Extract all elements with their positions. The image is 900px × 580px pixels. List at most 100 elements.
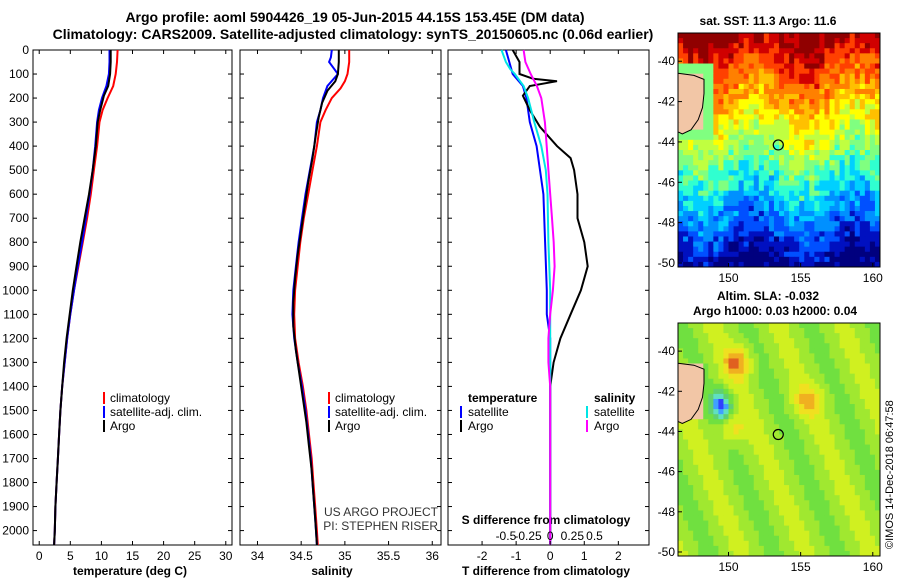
map-cell	[693, 343, 699, 349]
map-cell	[708, 469, 714, 476]
map-cell	[743, 241, 750, 248]
map-cell	[773, 33, 780, 39]
map-cell	[743, 480, 750, 486]
map-cell	[763, 119, 770, 125]
map-cell	[789, 449, 795, 456]
map-cell	[839, 211, 846, 217]
map-cell	[804, 256, 810, 263]
map-cell	[864, 439, 871, 445]
map-cell	[864, 388, 871, 395]
map-cell	[814, 434, 820, 440]
map-cell	[718, 550, 724, 557]
map-cell	[829, 419, 835, 425]
map-cell	[683, 211, 689, 217]
map-cell	[693, 216, 699, 222]
map-cell	[794, 38, 800, 44]
map-cell	[779, 495, 785, 501]
map-cell	[844, 226, 851, 232]
map-cell	[738, 409, 745, 415]
map-cell	[794, 525, 800, 532]
map-cell	[733, 88, 739, 95]
map-cell	[738, 454, 745, 461]
map-cell	[789, 88, 795, 95]
map-cell	[688, 348, 694, 354]
map-cell	[804, 160, 810, 166]
map-cell	[713, 63, 719, 70]
map-cell	[869, 535, 876, 542]
map-cell	[718, 454, 724, 461]
map-cell	[703, 124, 709, 131]
map-cell	[753, 550, 760, 557]
map-cell	[743, 134, 750, 141]
map-cell	[758, 474, 765, 481]
map-cell	[844, 43, 851, 49]
map-cell	[728, 256, 734, 263]
map-cell	[693, 38, 699, 44]
map-cell	[839, 333, 846, 339]
map-cell	[753, 500, 760, 506]
map-cell	[809, 73, 815, 80]
map-cell	[874, 200, 881, 207]
map-cell	[869, 363, 876, 369]
map-cell	[698, 520, 704, 527]
map-cell	[708, 464, 714, 471]
map-cell	[688, 236, 694, 242]
map-cell	[708, 134, 714, 141]
map-cell	[824, 338, 830, 344]
map-cell	[779, 328, 785, 334]
map-cell	[844, 480, 851, 486]
map-cell	[743, 333, 750, 339]
map-cell	[768, 545, 775, 552]
map-cell	[814, 226, 820, 232]
map-cell	[723, 155, 729, 161]
difference-xtick-label: 1	[581, 549, 588, 563]
map-cell	[844, 216, 851, 222]
map-cell	[758, 464, 765, 471]
map-cell	[718, 505, 724, 511]
map-cell	[748, 185, 755, 192]
map-cell	[753, 221, 760, 227]
map-cell	[748, 236, 755, 242]
map-cell	[864, 454, 871, 461]
map-cell	[829, 33, 835, 39]
map-cell	[748, 150, 755, 156]
map-cell	[784, 43, 790, 49]
map-cell	[728, 195, 734, 202]
map-cell	[758, 150, 765, 156]
map-cell	[698, 323, 704, 329]
map-cell	[733, 185, 739, 192]
map-cell	[773, 216, 780, 222]
map-cell	[834, 510, 840, 516]
map-cell	[748, 328, 755, 334]
map-cell	[779, 378, 785, 385]
map-cell	[834, 73, 840, 80]
map-cell	[804, 205, 810, 212]
map-cell	[733, 78, 739, 85]
map-cell	[753, 83, 760, 90]
temperature-series-argo	[53, 50, 112, 546]
map-cell	[789, 53, 795, 59]
map-cell	[748, 490, 755, 496]
map-cell	[773, 368, 780, 375]
depth-tick-label: 1600	[2, 427, 29, 441]
map-cell	[869, 104, 876, 110]
map-cell	[703, 68, 709, 75]
map-cell	[874, 459, 881, 466]
map-cell	[829, 434, 835, 440]
map-cell	[723, 200, 729, 207]
map-cell	[799, 104, 805, 110]
map-cell	[799, 464, 805, 471]
map-cell	[768, 109, 775, 115]
map-cell	[874, 404, 881, 410]
map-cell	[763, 226, 770, 232]
map-cell	[869, 480, 876, 486]
map-cell	[688, 485, 694, 491]
map-cell	[849, 424, 856, 430]
map-cell	[874, 545, 881, 552]
map-cell	[804, 119, 810, 125]
map-cell	[773, 211, 780, 217]
map-cell	[784, 231, 790, 237]
map-cell	[784, 398, 790, 405]
map-cell	[874, 439, 881, 445]
map-cell	[703, 43, 709, 49]
